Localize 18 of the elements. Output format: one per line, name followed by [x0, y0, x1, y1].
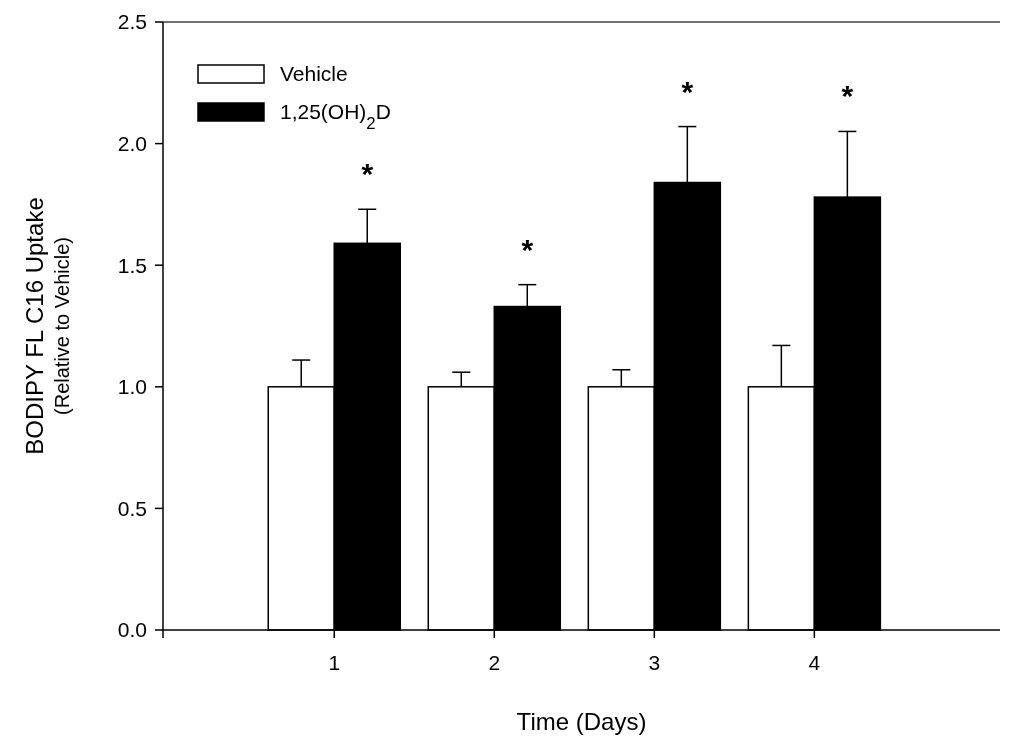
x-tick-label: 4: [808, 651, 821, 674]
annotation: *: [681, 74, 694, 108]
x-axis-title: Time (Days): [516, 708, 647, 735]
y-tick-label: 0.0: [117, 618, 147, 642]
y-tick-label: 2.5: [117, 10, 147, 34]
annotation: *: [521, 232, 534, 266]
annotation: *: [361, 157, 374, 191]
x-tick-label: 2: [488, 651, 501, 674]
legend-label: 1,25(OH)$_{2}$D: [280, 100, 391, 133]
y-tick-label: 1.5: [117, 253, 147, 277]
y-tick-label: 2.0: [117, 131, 147, 155]
y-tick-label: 0.5: [117, 496, 147, 520]
x-tick-label: 1: [328, 651, 341, 674]
x-tick-label: 3: [648, 651, 661, 674]
y-axis-title: BODIPY FL C16 Uptake (Relative to Vehicle): [21, 197, 73, 455]
y-tick-label: 1.0: [117, 375, 147, 399]
legend-label: Vehicle: [280, 62, 348, 86]
annotation: *: [841, 79, 854, 113]
